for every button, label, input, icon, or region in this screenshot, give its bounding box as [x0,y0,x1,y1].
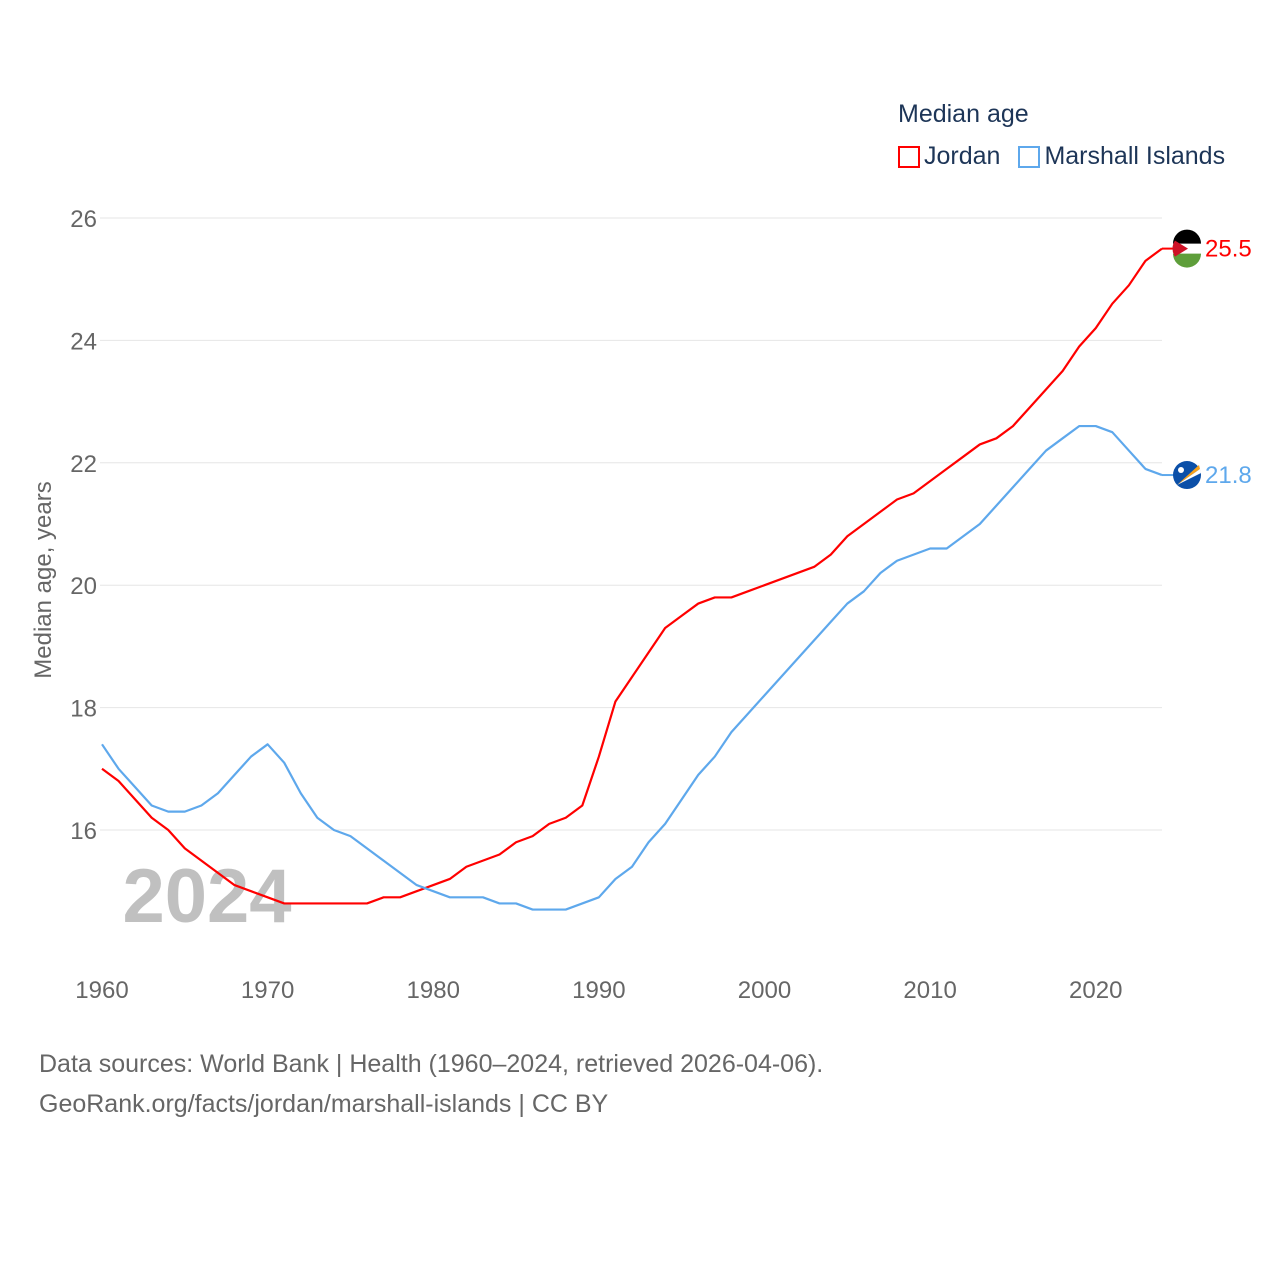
x-tick-label: 1960 [75,977,128,1004]
end-value-label-jordan: 25.5 [1205,236,1252,263]
flag-jordan-red-triangle [1172,240,1188,257]
x-tick-label: 1980 [407,977,460,1004]
y-tick-label: 18 [70,696,97,723]
end-value-label-marshall-islands: 21.8 [1205,462,1252,489]
flag-jordan-black-stripe [1173,229,1201,244]
y-tick-label: 24 [70,328,97,355]
footer: Data sources: World Bank | Health (1960–… [39,1044,823,1124]
x-tick-label: 2000 [738,977,791,1004]
flag-marshall-islands-white-ray [1177,469,1201,486]
y-tick-label: 22 [70,451,97,478]
legend-label-jordan: Jordan [924,142,1001,170]
y-tick-label: 20 [70,573,97,600]
flag-marshall-islands-star [1178,467,1184,474]
x-tick-label: 2020 [1069,977,1122,1004]
flag-jordan-green-stripe [1173,253,1201,268]
y-tick-label: 16 [70,818,97,845]
series-line-jordan [101,247,1163,905]
x-tick-label: 2010 [903,977,956,1004]
legend-title: Median age [898,100,1029,128]
legend-item-marshall-islands[interactable]: Marshall Islands [1018,142,1225,171]
x-tick-label: 1990 [572,977,625,1004]
legend-label-marshall-islands: Marshall Islands [1044,142,1226,170]
legend: Jordan Marshall Islands [898,142,1225,171]
flag-marshall-islands-orange-ray [1177,465,1200,486]
legend-item-jordan[interactable]: Jordan [898,142,1000,171]
y-axis-label: Median age, years [30,481,57,678]
footer-link[interactable]: GeoRank.org/facts/jordan/marshall-island… [39,1090,609,1118]
x-tick-label: 1970 [241,977,294,1004]
legend-swatch-jordan [898,145,920,168]
y-tick-label: 26 [70,206,97,233]
series-line-marshall-islands [101,424,1163,911]
legend-swatch-marshall-islands [1018,145,1041,168]
footer-sources: Data sources: World Bank | Health (1960–… [39,1050,824,1078]
